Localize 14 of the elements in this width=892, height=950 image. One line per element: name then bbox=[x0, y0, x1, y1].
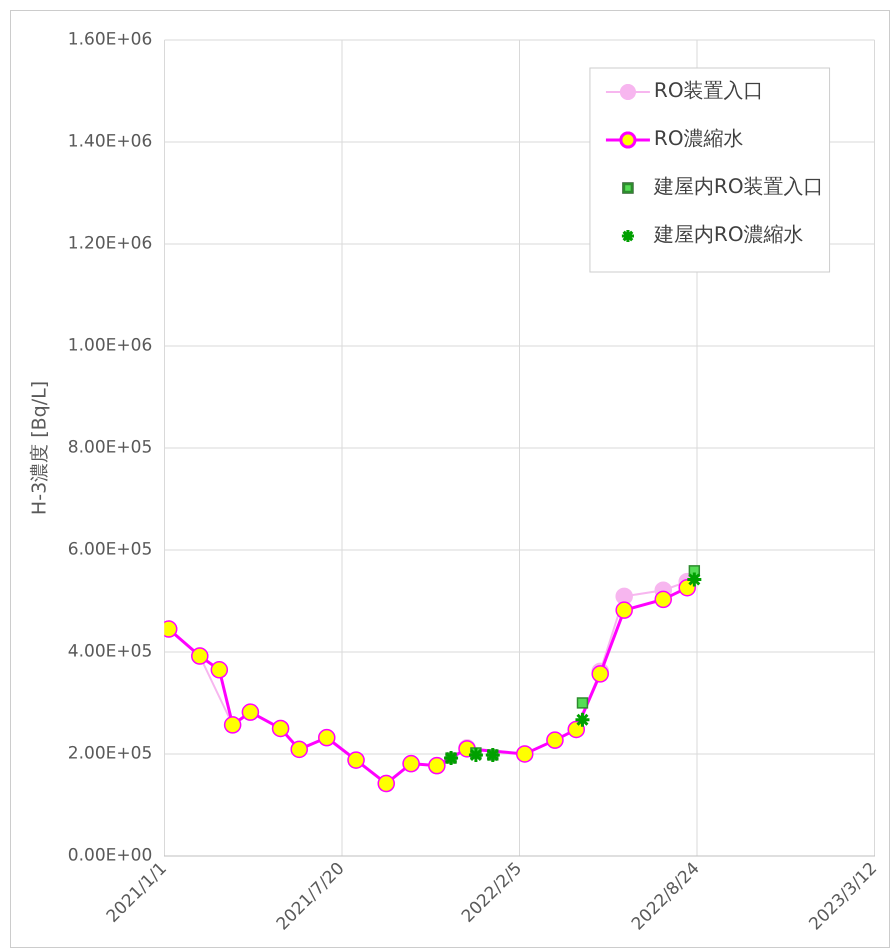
legend-label: 建屋内RO装置入口 bbox=[652, 174, 824, 198]
y-tick-label: 1.40E+06 bbox=[68, 131, 152, 152]
y-tick-label: 8.00E+05 bbox=[68, 437, 152, 458]
y-tick-label: 6.00E+05 bbox=[68, 539, 152, 560]
y-tick-label: 0.00E+00 bbox=[68, 845, 152, 866]
y-tick-label: 1.00E+06 bbox=[68, 335, 152, 356]
legend-label: 建屋内RO濃縮水 bbox=[652, 222, 804, 246]
y-axis-title: H-3濃度 [Bq/L] bbox=[28, 380, 50, 516]
y-tick-label: 1.20E+06 bbox=[68, 233, 152, 254]
y-tick-label: 1.60E+06 bbox=[68, 29, 152, 50]
legend-label: RO装置入口 bbox=[654, 78, 764, 102]
legend-label: RO濃縮水 bbox=[654, 126, 744, 150]
y-tick-label: 4.00E+05 bbox=[68, 641, 152, 662]
y-tick-label: 2.00E+05 bbox=[68, 743, 152, 764]
